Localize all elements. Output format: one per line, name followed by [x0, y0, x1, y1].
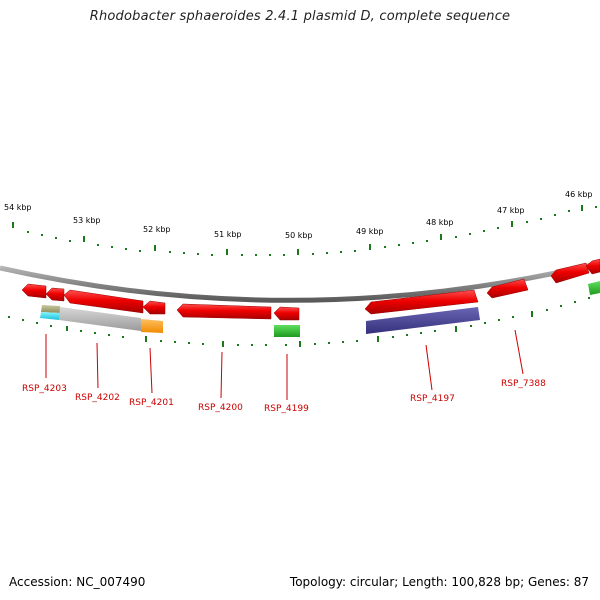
- label-leaders: [45, 329, 524, 400]
- accession-text: Accession: NC_007490: [9, 575, 146, 589]
- gene-label-rsp-4199[interactable]: RSP_4199: [264, 404, 309, 414]
- kbp-label: 48 kbp: [426, 218, 454, 227]
- gene-label-rsp-4203[interactable]: RSP_4203: [22, 384, 67, 394]
- kbp-label: 47 kbp: [497, 206, 525, 215]
- major-tick: [297, 249, 299, 255]
- cog-block-green[interactable]: [274, 325, 300, 337]
- gene-label-rsp-4200[interactable]: RSP_4200: [198, 403, 243, 413]
- gene-arrow[interactable]: [176, 303, 272, 320]
- cog-block-green[interactable]: [588, 281, 600, 295]
- kbp-label: 51 kbp: [214, 230, 242, 239]
- major-tick: [222, 341, 224, 347]
- gene-arrow[interactable]: [142, 300, 166, 315]
- cog-track: [40, 281, 600, 337]
- cog-block-cyan[interactable]: [40, 312, 60, 320]
- gene-arrow[interactable]: [585, 258, 600, 275]
- major-tick: [83, 236, 85, 242]
- gene-label-rsp-4202[interactable]: RSP_4202: [75, 393, 120, 403]
- cds-track: [21, 258, 600, 321]
- cog-block-navy[interactable]: [366, 307, 480, 334]
- major-tick: [377, 336, 379, 342]
- kbp-label: 54 kbp: [4, 203, 32, 212]
- major-tick: [531, 311, 533, 317]
- gene-label-rsp-7388[interactable]: RSP_7388: [501, 379, 546, 389]
- major-tick: [154, 245, 156, 251]
- gene-arrow[interactable]: [273, 306, 300, 321]
- major-tick: [369, 244, 371, 250]
- kbp-label: 53 kbp: [73, 216, 101, 225]
- plasmid-backbone: [0, 260, 600, 303]
- kbp-label: 49 kbp: [356, 227, 384, 236]
- gene-arrow[interactable]: [486, 278, 529, 299]
- kbp-label: 50 kbp: [285, 231, 313, 240]
- kbp-label: 52 kbp: [143, 225, 171, 234]
- major-tick: [145, 336, 147, 342]
- major-tick: [511, 221, 513, 227]
- cog-block-orange[interactable]: [141, 319, 163, 333]
- outer-tick-ring: [12, 205, 597, 256]
- topology-text: Topology: circular; Length: 100,828 bp; …: [289, 575, 589, 589]
- gene-arrow[interactable]: [550, 262, 590, 284]
- major-tick: [581, 205, 583, 211]
- major-tick: [12, 222, 14, 228]
- major-tick: [66, 326, 68, 331]
- gene-arrow[interactable]: [21, 283, 47, 299]
- gene-label-rsp-4201[interactable]: RSP_4201: [129, 398, 174, 408]
- gene-label-rsp-4197[interactable]: RSP_4197: [410, 394, 455, 404]
- major-tick: [226, 249, 228, 255]
- inner-tick-ring: [8, 297, 590, 347]
- kbp-label: 46 kbp: [565, 190, 593, 199]
- gene-arrow[interactable]: [45, 287, 65, 302]
- major-tick: [440, 234, 442, 240]
- map-title: Rhodobacter sphaeroides 2.4.1 plasmid D,…: [89, 9, 511, 24]
- cog-block-gray[interactable]: [59, 307, 141, 331]
- cog-block-khaki[interactable]: [41, 305, 60, 313]
- major-tick: [455, 326, 457, 332]
- major-tick: [299, 341, 301, 347]
- gene-arrow[interactable]: [364, 289, 479, 315]
